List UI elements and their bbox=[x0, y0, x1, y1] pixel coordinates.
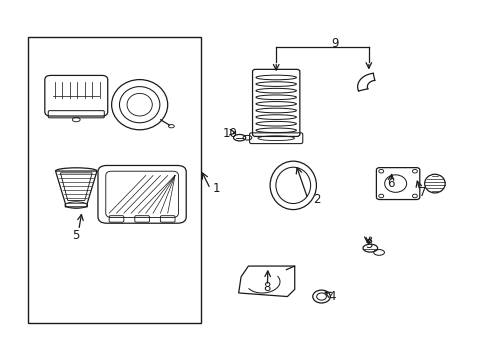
Text: 4: 4 bbox=[328, 290, 335, 303]
Text: 1: 1 bbox=[212, 183, 220, 195]
Text: 5: 5 bbox=[72, 229, 80, 242]
Text: 2: 2 bbox=[312, 193, 320, 206]
Text: 10: 10 bbox=[222, 127, 237, 140]
Bar bbox=[27, 37, 200, 323]
Text: 3: 3 bbox=[365, 238, 372, 251]
Text: 6: 6 bbox=[386, 177, 394, 190]
Text: 8: 8 bbox=[262, 281, 269, 294]
Text: 7: 7 bbox=[418, 186, 426, 199]
Text: 9: 9 bbox=[330, 37, 338, 50]
